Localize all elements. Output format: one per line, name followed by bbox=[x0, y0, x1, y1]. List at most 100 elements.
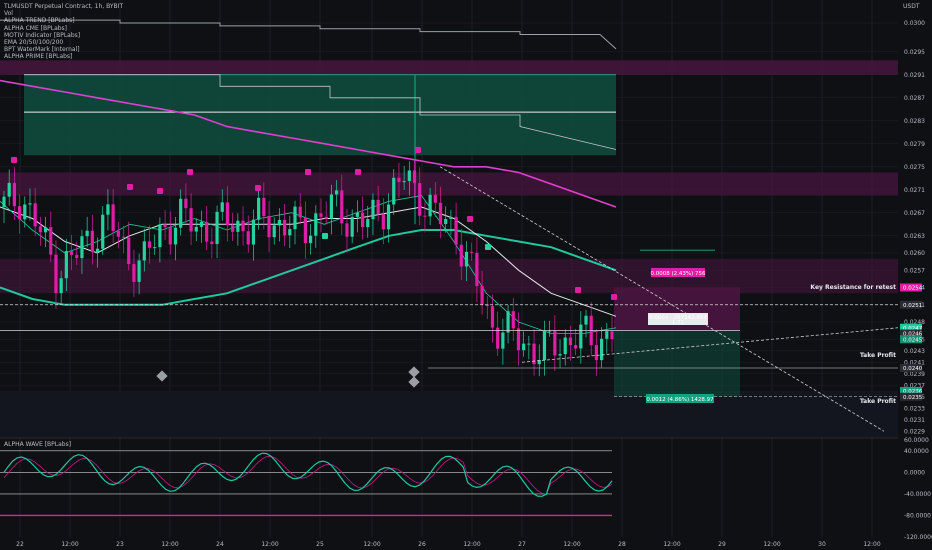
diamond-marker bbox=[408, 366, 420, 378]
sell-signal bbox=[575, 287, 581, 293]
oscillator-signal-line bbox=[3, 455, 613, 495]
y-tick-label: 0.0263 bbox=[904, 233, 925, 240]
candle bbox=[101, 214, 105, 249]
candle bbox=[241, 220, 245, 232]
candle bbox=[386, 204, 391, 230]
price-tag bbox=[900, 335, 922, 344]
candle bbox=[319, 213, 323, 217]
y-tick-label: 0.0287 bbox=[904, 95, 925, 102]
sell-signal bbox=[255, 185, 261, 191]
candle bbox=[69, 251, 74, 255]
x-tick-label: 29 bbox=[718, 541, 726, 548]
candle bbox=[340, 190, 344, 224]
candle bbox=[511, 311, 515, 329]
candle bbox=[194, 226, 198, 232]
candle bbox=[257, 197, 261, 220]
y-tick-label: 0.0248 bbox=[904, 319, 925, 326]
position-tag-text: 0.0012 (4.86%) 1428.97 bbox=[646, 397, 714, 403]
x-tick-label: 12:00 bbox=[261, 541, 278, 548]
candle bbox=[418, 183, 422, 216]
x-tick-label: 28 bbox=[618, 541, 626, 548]
candle bbox=[392, 177, 396, 205]
alpha-cme-line bbox=[24, 74, 617, 150]
candle bbox=[605, 331, 609, 339]
legend-indicator: EMA 20/50/100/200 bbox=[4, 39, 64, 47]
sell-signal bbox=[127, 184, 133, 190]
magenta-zone bbox=[0, 60, 898, 75]
candle bbox=[267, 216, 271, 238]
candle bbox=[501, 332, 505, 349]
candle bbox=[85, 230, 89, 237]
candle bbox=[464, 251, 469, 267]
resistance-tag bbox=[651, 268, 705, 277]
candle bbox=[433, 194, 437, 203]
ema-200-line bbox=[0, 79, 617, 208]
candle bbox=[480, 286, 484, 305]
x-tick-label: 24 bbox=[216, 541, 224, 548]
candle bbox=[360, 212, 365, 228]
candle bbox=[345, 223, 349, 237]
candle bbox=[106, 204, 110, 215]
buy-signal bbox=[485, 244, 491, 250]
candle bbox=[215, 211, 219, 245]
candle bbox=[116, 230, 120, 237]
candle bbox=[90, 230, 94, 253]
y-tick-label: 0.0233 bbox=[904, 405, 925, 412]
x-tick-label: 12:00 bbox=[161, 541, 178, 548]
take-profit-label: Take Profit bbox=[860, 398, 896, 405]
candle bbox=[355, 212, 359, 217]
price-tag bbox=[900, 387, 922, 395]
candle bbox=[12, 182, 16, 207]
y-tick-label: 0.0267 bbox=[904, 210, 925, 217]
candle bbox=[594, 345, 599, 361]
x-tick-label: 23 bbox=[116, 541, 124, 548]
candle bbox=[184, 198, 188, 209]
downtrend-line bbox=[439, 166, 885, 432]
candle bbox=[28, 203, 32, 205]
y-tick-label: 0.0243 bbox=[904, 348, 925, 355]
x-tick-label: 12:00 bbox=[863, 541, 880, 548]
candle bbox=[262, 197, 266, 217]
buy-signal bbox=[322, 233, 328, 239]
candle bbox=[563, 337, 567, 355]
candle bbox=[334, 190, 339, 195]
candle bbox=[231, 225, 235, 232]
x-tick-label: 26 bbox=[418, 541, 426, 548]
price-tag-text: 0.0236 bbox=[903, 389, 923, 395]
candle bbox=[132, 264, 136, 282]
candle bbox=[537, 360, 541, 365]
position-mid-tag bbox=[648, 313, 708, 325]
x-tick-label: 12:00 bbox=[363, 541, 380, 548]
candle bbox=[121, 236, 126, 238]
resistance-tag-text: 0.0008 (2.43%) 756 bbox=[650, 271, 706, 277]
oscillator-title: ALPHA WAVE [BPLabs] bbox=[4, 441, 72, 448]
y-tick-label: 0.0279 bbox=[904, 141, 925, 148]
x-tick-label: 12:00 bbox=[61, 541, 78, 548]
candle bbox=[376, 199, 380, 215]
candle bbox=[142, 241, 146, 261]
candle bbox=[444, 218, 448, 225]
uptrend-line bbox=[521, 327, 899, 363]
magenta-zone bbox=[0, 172, 898, 196]
position-mid-text: 1.71 bbox=[672, 320, 684, 326]
candle bbox=[470, 251, 474, 253]
price-tag bbox=[900, 323, 922, 332]
candle bbox=[532, 343, 536, 365]
candle bbox=[277, 219, 282, 226]
candle bbox=[225, 202, 230, 226]
candle bbox=[553, 330, 557, 356]
y-tick-label: 0.0275 bbox=[904, 164, 925, 171]
candle bbox=[407, 170, 411, 182]
candle bbox=[153, 247, 157, 249]
sell-signal bbox=[467, 216, 473, 222]
price-tag bbox=[900, 329, 922, 338]
price-axis-unit: USDT bbox=[903, 3, 920, 10]
candle bbox=[402, 181, 406, 183]
candle bbox=[246, 231, 250, 245]
candle bbox=[314, 213, 318, 236]
x-tick-label: 22 bbox=[16, 541, 24, 548]
oscillator-y-tick: 60.0000 bbox=[904, 437, 929, 444]
candle bbox=[236, 220, 240, 232]
candle bbox=[158, 224, 162, 248]
